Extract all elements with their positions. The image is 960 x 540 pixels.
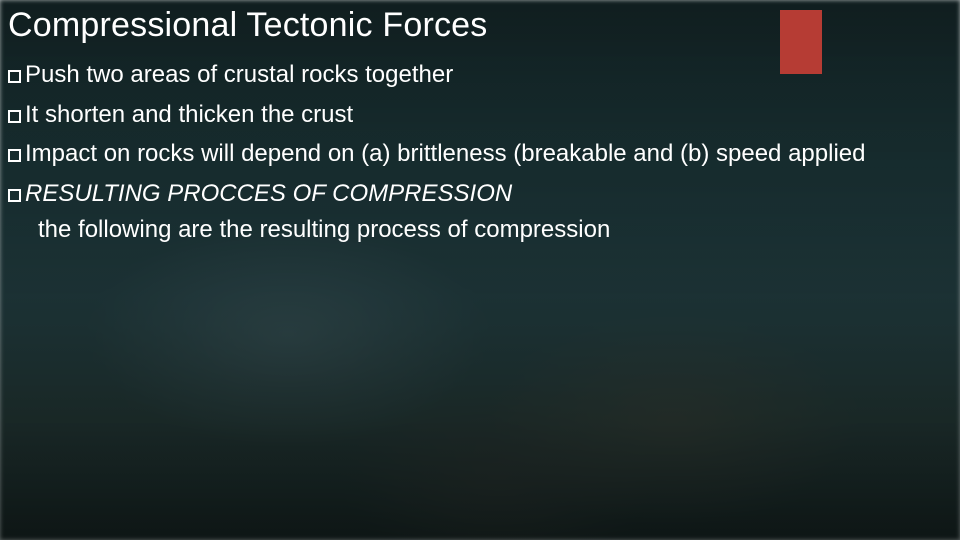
square-bullet-icon <box>8 189 21 202</box>
bullet-item: It shorten and thicken the crust <box>8 99 942 131</box>
bullet-rest: on rocks will depend on (a) brittleness … <box>97 140 865 167</box>
bullet-rest: PROCCES OF COMPRESSION <box>161 180 513 207</box>
bullet-lead: Impact <box>25 140 97 167</box>
slide: Compressional Tectonic Forces Push two a… <box>0 0 960 540</box>
bullet-lead: Push <box>25 61 80 88</box>
bullet-subtext: the following are the resulting process … <box>8 214 942 246</box>
bullet-list: Push two areas of crustal rocks together… <box>8 59 942 245</box>
square-bullet-icon <box>8 110 21 123</box>
square-bullet-icon <box>8 70 21 83</box>
bullet-item: Push two areas of crustal rocks together <box>8 59 942 91</box>
bullet-lead: RESULTING <box>25 180 161 207</box>
slide-title: Compressional Tectonic Forces <box>8 6 942 45</box>
content-area: Compressional Tectonic Forces Push two a… <box>0 0 960 540</box>
bullet-lead: It <box>25 101 38 128</box>
bullet-rest: two areas of crustal rocks together <box>80 61 454 88</box>
bullet-item: Impact on rocks will depend on (a) britt… <box>8 138 942 170</box>
square-bullet-icon <box>8 149 21 162</box>
bullet-rest: shorten and thicken the crust <box>38 101 353 128</box>
bullet-item: RESULTING PROCCES OF COMPRESSION the fol… <box>8 178 942 245</box>
